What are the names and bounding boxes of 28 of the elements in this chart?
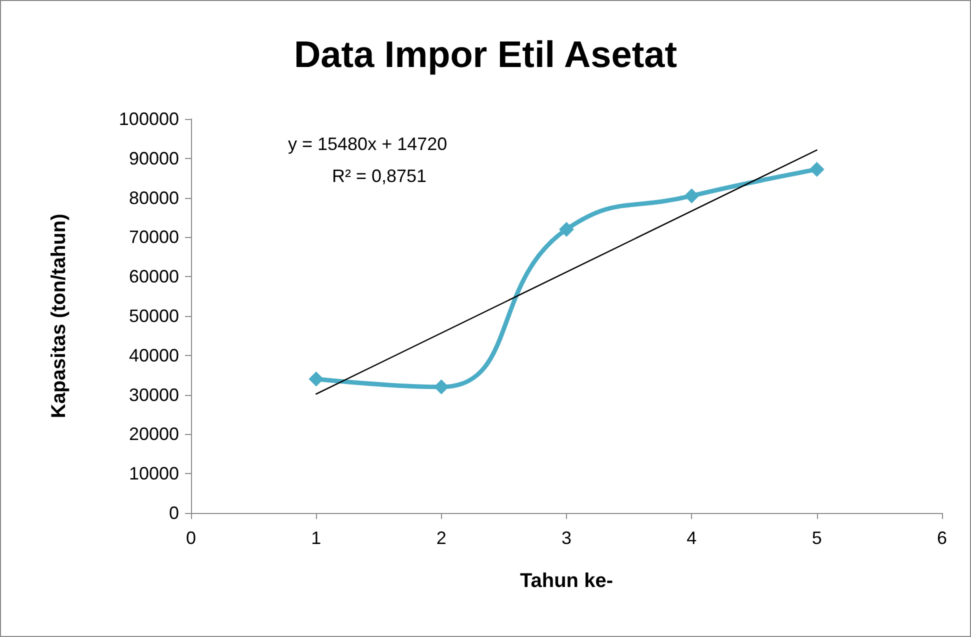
point: [684, 188, 700, 204]
y-tick-label: 100000: [118, 109, 179, 129]
x-tick-label: 3: [561, 528, 572, 548]
chart-title: Data Impor Etil Asetat: [294, 34, 678, 75]
y-tick-label: 20000: [128, 424, 179, 444]
point: [434, 379, 449, 394]
y-tick-label: 30000: [128, 384, 179, 405]
y-axis-title: Kapasitas (ton/tahun): [48, 214, 70, 418]
y-tick-label: 10000: [128, 464, 179, 484]
x-tick-label: 5: [812, 528, 822, 548]
y-tick-label: 50000: [128, 306, 179, 326]
point: [308, 372, 324, 387]
x-tick-label: 2: [436, 528, 446, 548]
annotation: y = 15480x + 14720: [288, 134, 448, 154]
y-tick-label: 80000: [128, 188, 179, 208]
y-tick-label: 90000: [128, 148, 179, 168]
point: [559, 222, 574, 237]
x-axis-title: Tahun ke-: [520, 570, 613, 592]
x-tick-label: 0: [186, 528, 196, 548]
y-tick-label: 60000: [128, 266, 179, 287]
point: [809, 162, 824, 177]
y-tick-label: 0: [168, 503, 179, 523]
x-tick-label: 1: [311, 528, 322, 548]
x-tick-label: 4: [686, 528, 697, 548]
y-tick-label: 40000: [128, 345, 179, 366]
annotation: R² = 0,8751: [332, 166, 427, 186]
x-tick-label: 6: [936, 528, 948, 548]
y-tick-label: 70000: [128, 227, 179, 248]
